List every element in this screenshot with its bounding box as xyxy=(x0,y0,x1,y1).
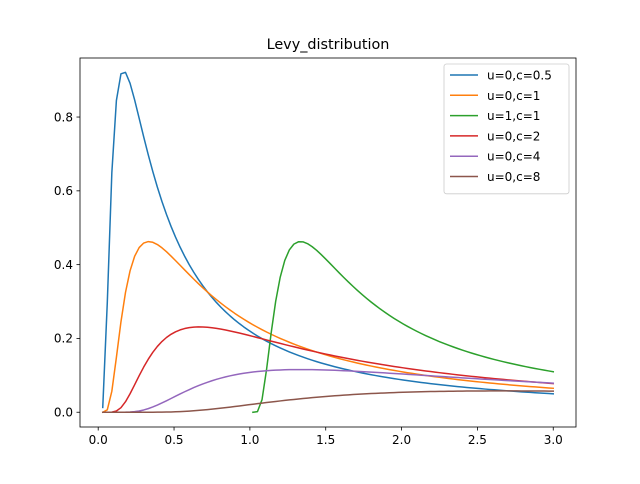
legend-label-2: u=0,c=1 xyxy=(487,89,540,103)
series-line-3 xyxy=(252,241,555,414)
x-tick-label: 3.0 xyxy=(544,433,563,447)
x-tick-label: 0.5 xyxy=(164,433,183,447)
legend-label-1: u=0,c=0.5 xyxy=(487,69,552,83)
y-tick-label: 0.4 xyxy=(54,258,73,272)
plot-frame xyxy=(79,57,577,428)
legend-label-4: u=0,c=2 xyxy=(487,129,540,143)
x-tick-label: 2.0 xyxy=(392,433,411,447)
y-tick-label: 0.0 xyxy=(54,406,73,420)
legend-box xyxy=(443,63,570,195)
axes-layer: 0.0 0.5 1.0 1.5 2.0 2.5 3.0 0.0 0.2 0.4 0.6 0.8 xyxy=(54,57,577,447)
x-tick-label: 1.0 xyxy=(240,433,259,447)
legend: u=0,c=0.5 u=0,c=1 u=1,c=1 u=0,c=2 u=0,c=4 u=0… xyxy=(443,63,570,195)
x-tick-label: 1.5 xyxy=(316,433,335,447)
series-line-1 xyxy=(101,71,555,409)
series-layer xyxy=(101,71,555,414)
y-tick-label: 0.8 xyxy=(54,110,73,124)
legend-label-5: u=0,c=4 xyxy=(487,150,540,164)
x-tick-label: 2.5 xyxy=(468,433,487,447)
series-line-5 xyxy=(102,368,555,413)
chart-title: Levy_distribution xyxy=(267,37,390,53)
y-tick-label: 0.6 xyxy=(54,184,73,198)
series-line-4 xyxy=(102,326,555,413)
legend-label-6: u=0,c=8 xyxy=(487,170,540,184)
legend-label-3: u=1,c=1 xyxy=(487,109,540,123)
series-line-2 xyxy=(101,240,555,414)
series-line-6 xyxy=(102,390,555,413)
y-tick-label: 0.2 xyxy=(54,332,73,346)
x-tick-label: 0.0 xyxy=(89,433,108,447)
